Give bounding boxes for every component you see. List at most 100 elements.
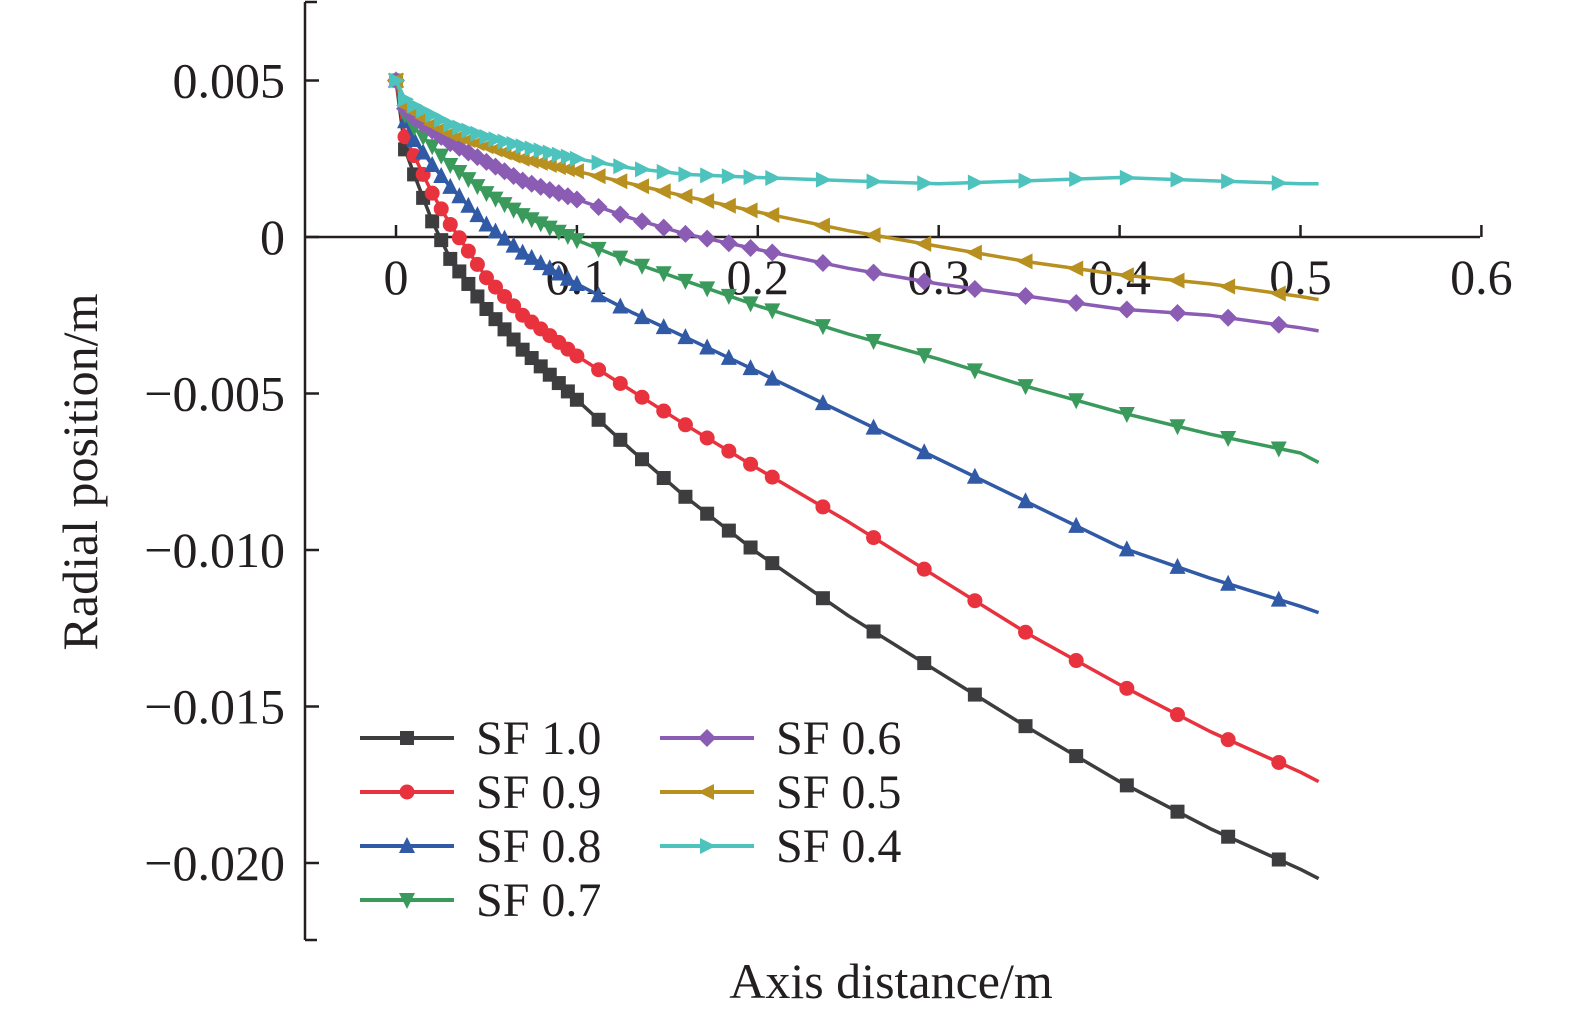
data-point — [1220, 732, 1236, 748]
data-point — [1220, 430, 1237, 447]
data-point — [478, 215, 495, 232]
data-point — [487, 222, 504, 239]
data-point — [815, 591, 830, 606]
data-point — [497, 133, 514, 150]
data-point — [654, 183, 671, 200]
series-sf-0-7 — [388, 73, 1320, 464]
data-point — [765, 170, 782, 187]
data-point — [550, 264, 567, 281]
data-point — [523, 212, 540, 229]
data-point — [425, 106, 442, 123]
legend-swatch-marker — [698, 784, 714, 800]
data-point — [720, 348, 737, 365]
data-point — [433, 148, 450, 165]
data-point — [967, 687, 982, 702]
data-point — [398, 91, 415, 108]
y-axis-title: Radial position/m — [52, 293, 108, 650]
data-point — [612, 250, 629, 267]
data-point — [470, 289, 485, 304]
data-point — [550, 224, 567, 241]
data-point — [656, 471, 671, 486]
data-point — [916, 561, 932, 577]
data-point — [1067, 260, 1084, 277]
data-point — [424, 139, 441, 156]
series-line — [394, 79, 1319, 333]
data-point — [487, 279, 503, 295]
data-point — [589, 168, 606, 185]
data-point — [813, 217, 830, 234]
data-point — [633, 178, 650, 195]
data-point — [497, 288, 513, 304]
data-point — [1271, 175, 1288, 192]
data-point — [551, 146, 568, 163]
data-point — [589, 197, 608, 216]
y-tick-label: −0.005 — [144, 366, 285, 422]
data-point — [1219, 278, 1236, 295]
data-point — [533, 142, 550, 159]
data-point — [865, 418, 882, 435]
data-point — [699, 338, 716, 355]
data-point — [678, 489, 693, 504]
legend-label: SF 0.6 — [776, 712, 901, 765]
x-tick-label: 0.3 — [907, 249, 970, 305]
data-point — [460, 196, 477, 213]
data-point — [568, 233, 585, 250]
legend-item: SF 0.5 — [660, 766, 901, 819]
data-point — [1018, 624, 1034, 640]
data-point — [1168, 303, 1187, 322]
data-point — [541, 220, 558, 237]
data-point — [635, 161, 652, 178]
data-point — [917, 656, 932, 671]
data-point — [764, 369, 781, 386]
data-point — [469, 256, 485, 272]
legend-label: SF 0.5 — [776, 766, 901, 819]
data-point — [1017, 492, 1034, 509]
y-tick-label: −0.015 — [144, 679, 285, 735]
data-point — [397, 129, 413, 145]
data-point — [700, 506, 715, 521]
data-point — [515, 138, 532, 155]
y-tick-label: 0 — [260, 209, 285, 265]
data-point — [1270, 590, 1287, 607]
data-point — [478, 270, 494, 286]
data-point — [634, 258, 651, 275]
data-point — [1119, 778, 1134, 793]
data-point — [443, 251, 458, 266]
data-point — [479, 128, 496, 145]
data-point — [1069, 171, 1086, 188]
data-point — [478, 186, 495, 203]
data-point — [1169, 707, 1185, 723]
data-point — [1168, 272, 1185, 289]
series-line — [394, 79, 1319, 186]
data-point — [916, 443, 933, 460]
data-point — [496, 197, 513, 214]
data-point — [1117, 300, 1136, 319]
data-point — [764, 303, 781, 320]
data-point — [434, 233, 449, 248]
data-point — [567, 163, 584, 180]
data-point — [814, 394, 831, 411]
data-point — [864, 227, 881, 244]
legend-item: SF 0.9 — [360, 766, 601, 819]
data-point — [677, 417, 693, 433]
series-sf-0-8 — [388, 71, 1320, 615]
data-point — [916, 348, 933, 365]
y-tick-label: −0.010 — [144, 522, 285, 578]
data-point — [865, 334, 882, 351]
data-point — [590, 241, 607, 258]
data-point — [742, 296, 759, 313]
data-point — [676, 188, 693, 205]
data-point — [741, 238, 760, 257]
x-tick-label: 0.2 — [727, 249, 790, 305]
data-point — [720, 288, 737, 305]
data-point — [424, 156, 441, 173]
data-point — [613, 432, 628, 447]
series-sf-0-4 — [389, 72, 1319, 192]
data-point — [532, 254, 549, 271]
data-point — [416, 102, 433, 119]
data-point — [505, 236, 522, 253]
legend-item: SF 0.6 — [660, 712, 901, 765]
data-point — [569, 150, 586, 167]
data-point — [542, 144, 559, 161]
data-point — [496, 229, 513, 246]
